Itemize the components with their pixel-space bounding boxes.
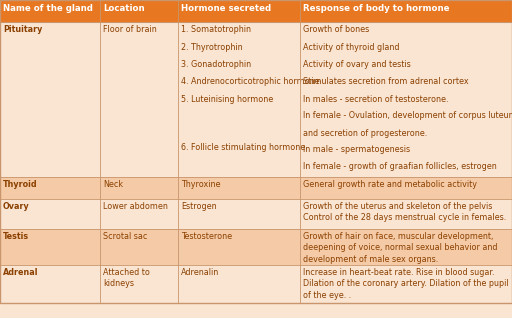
Text: Pituitary: Pituitary <box>3 25 42 34</box>
Text: Neck: Neck <box>103 180 123 189</box>
Text: 4. Andrenocorticotrophic hormone: 4. Andrenocorticotrophic hormone <box>181 77 319 86</box>
Text: Testosterone: Testosterone <box>181 232 232 241</box>
Bar <box>0 22 512 177</box>
Text: In female - growth of graafian follicles, estrogen: In female - growth of graafian follicles… <box>303 162 497 171</box>
Text: Adrenal: Adrenal <box>3 268 38 277</box>
Text: Lower abdomen: Lower abdomen <box>103 202 168 211</box>
Text: Growth of the uterus and skeleton of the pelvis
Control of the 28 days menstrual: Growth of the uterus and skeleton of the… <box>303 202 506 223</box>
Text: Attached to
kidneys: Attached to kidneys <box>103 268 150 288</box>
Bar <box>0 199 512 229</box>
Text: Hormone secreted: Hormone secreted <box>181 4 271 13</box>
Bar <box>0 229 512 265</box>
Bar <box>0 177 512 199</box>
Text: 1. Somatotrophin: 1. Somatotrophin <box>181 25 251 34</box>
Text: 2. Thyrotrophin: 2. Thyrotrophin <box>181 43 243 52</box>
Text: Floor of brain: Floor of brain <box>103 25 157 34</box>
Text: Ovary: Ovary <box>3 202 30 211</box>
Text: In males - secretion of testosterone.: In males - secretion of testosterone. <box>303 95 449 104</box>
Text: Scrotal sac: Scrotal sac <box>103 232 147 241</box>
Text: Name of the gland: Name of the gland <box>3 4 93 13</box>
Text: 3. Gonadotrophin: 3. Gonadotrophin <box>181 60 251 69</box>
Text: General growth rate and metabolic activity: General growth rate and metabolic activi… <box>303 180 477 189</box>
Text: Growth of bones: Growth of bones <box>303 25 369 34</box>
Text: Adrenalin: Adrenalin <box>181 268 219 277</box>
Text: In female - Ovulation, development of corpus luteum: In female - Ovulation, development of co… <box>303 111 512 120</box>
Text: Increase in heart-beat rate. Rise in blood sugar.
Dilation of the coronary arter: Increase in heart-beat rate. Rise in blo… <box>303 268 508 300</box>
Text: Location: Location <box>103 4 144 13</box>
Text: 5. Luteinising hormone: 5. Luteinising hormone <box>181 95 273 104</box>
Text: Stimulates secretion from adrenal cortex: Stimulates secretion from adrenal cortex <box>303 77 468 86</box>
Bar <box>0 265 512 303</box>
Text: Activity of thyroid gland: Activity of thyroid gland <box>303 43 399 52</box>
Bar <box>0 0 512 22</box>
Text: Estrogen: Estrogen <box>181 202 217 211</box>
Text: and secretion of progesterone.: and secretion of progesterone. <box>303 129 427 138</box>
Text: Testis: Testis <box>3 232 29 241</box>
Text: Thyroid: Thyroid <box>3 180 37 189</box>
Text: 6. Follicle stimulating hormone: 6. Follicle stimulating hormone <box>181 143 305 152</box>
Text: Thyroxine: Thyroxine <box>181 180 221 189</box>
Text: Growth of hair on face, muscular development,
deepening of voice, normal sexual : Growth of hair on face, muscular develop… <box>303 232 498 264</box>
Text: In male - spermatogenesis: In male - spermatogenesis <box>303 145 410 154</box>
Text: Activity of ovary and testis: Activity of ovary and testis <box>303 60 411 69</box>
Text: Response of body to hormone: Response of body to hormone <box>303 4 450 13</box>
